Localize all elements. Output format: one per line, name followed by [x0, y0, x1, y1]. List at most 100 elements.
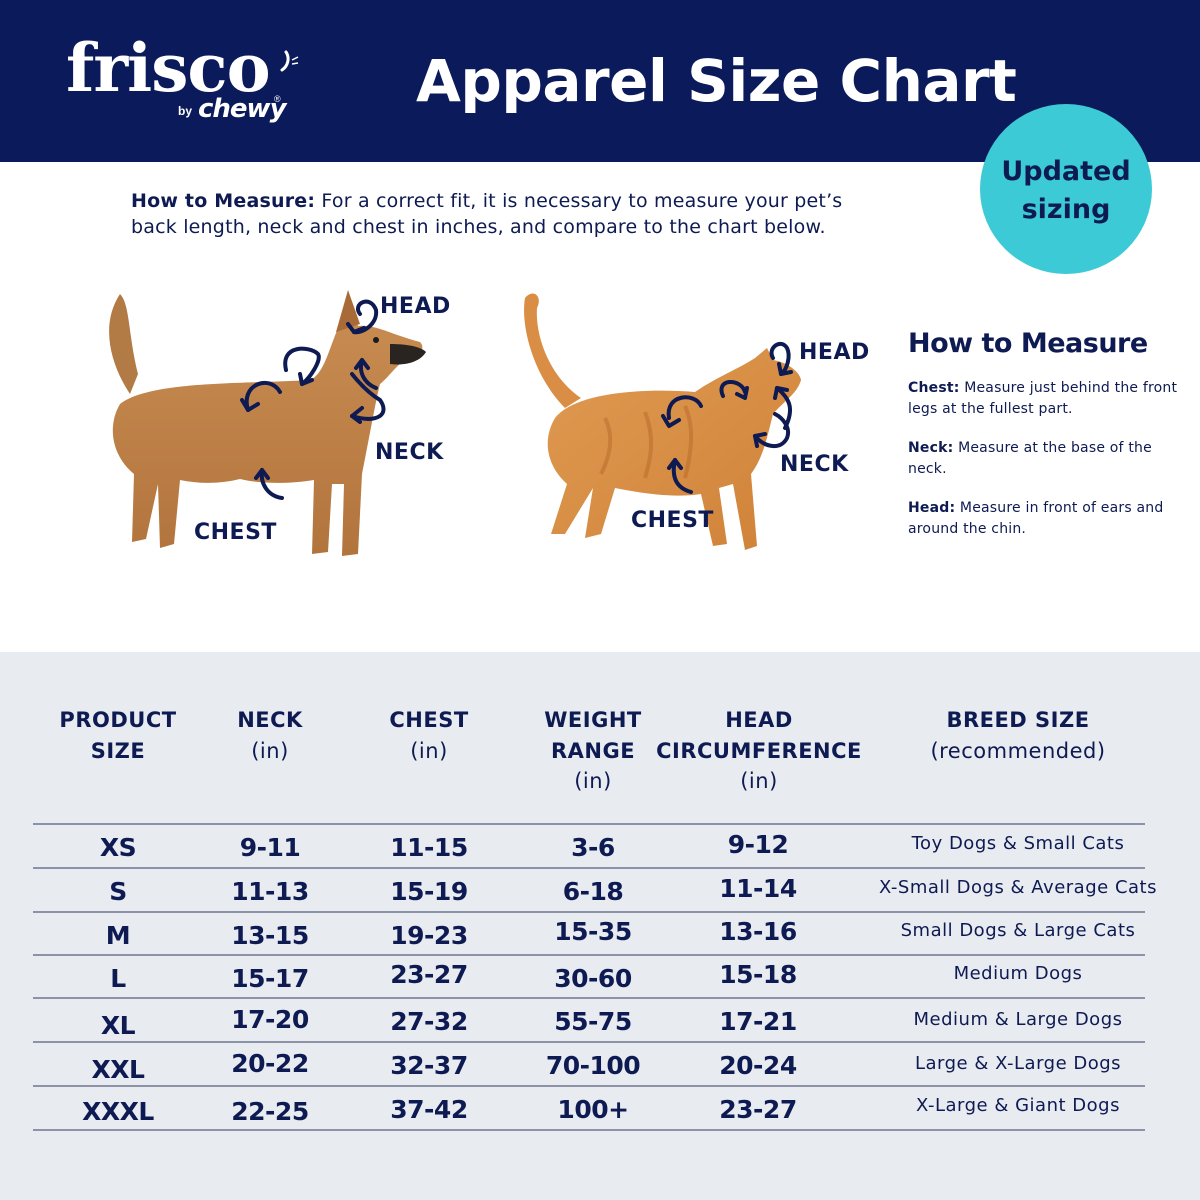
logo-swoosh-icon: [280, 50, 299, 72]
cell-weight: 55-75: [554, 1007, 632, 1036]
table-row: XXXL 22-25 37-42 100+ 23-27 X-Large & Gi…: [0, 1088, 1200, 1131]
cell-size: S: [109, 877, 127, 906]
cell-size: L: [110, 964, 126, 993]
cell-weight: 3-6: [571, 833, 615, 862]
dog-chest-label: CHEST: [194, 520, 277, 545]
header-breed-size: BREED SIZE (recommended): [930, 708, 1106, 763]
cell-neck: 22-25: [231, 1097, 309, 1126]
cell-chest: 15-19: [390, 877, 468, 906]
cell-weight: 70-100: [545, 1051, 641, 1080]
updated-sizing-badge: Updated sizing: [980, 104, 1152, 274]
cell-breed: X-Small Dogs & Average Cats: [879, 877, 1157, 898]
cell-weight: 100+: [557, 1095, 629, 1124]
cell-breed: Medium Dogs: [953, 963, 1083, 984]
cell-neck: 15-17: [231, 964, 309, 993]
cell-chest: 37-42: [390, 1095, 468, 1124]
measure-tip-text: Measure at the base of the neck.: [908, 440, 1152, 477]
cell-neck: 9-11: [239, 833, 301, 862]
cell-head: 20-24: [719, 1051, 797, 1080]
cell-size: XXL: [91, 1055, 145, 1084]
frisco-logo: frisco ® by chewy: [66, 28, 306, 138]
cell-breed: Large & X-Large Dogs: [914, 1053, 1122, 1074]
cell-breed: X-Large & Giant Dogs: [916, 1095, 1120, 1116]
intro-line-1: For a correct fit, it is necessary to me…: [315, 190, 843, 212]
page-title: Apparel Size Chart: [416, 47, 1017, 115]
cell-head: 23-27: [719, 1095, 797, 1124]
header-banner: frisco ® by chewy Apparel Size Chart: [0, 0, 1200, 162]
table-row: XL 17-20 27-32 55-75 17-21 Medium & Larg…: [0, 1000, 1200, 1043]
cell-size: XS: [99, 833, 137, 862]
size-table: PRODUCT SIZE NECK (in) CHEST (in) WEIGHT…: [0, 652, 1200, 1200]
table-divider: [33, 867, 1145, 869]
header-neck: NECK (in): [237, 708, 303, 763]
cell-chest: 27-32: [390, 1007, 468, 1036]
cell-head: 11-14: [719, 874, 797, 903]
how-to-measure-title: How to Measure: [908, 328, 1148, 359]
measure-tip-text: Measure in front of ears and around the …: [908, 500, 1164, 537]
table-row: L 15-17 23-27 30-60 15-18 Medium Dogs: [0, 957, 1200, 1000]
cell-breed: Small Dogs & Large Cats: [900, 920, 1136, 941]
header-product-size: PRODUCT SIZE: [59, 708, 177, 763]
measure-tip-label: Head:: [908, 500, 956, 516]
cell-breed: Medium & Large Dogs: [913, 1009, 1123, 1030]
cat-head-label: HEAD: [799, 340, 870, 365]
measure-tip-head: Head: Measure in front of ears and aroun…: [908, 498, 1178, 539]
cat-chest-label: CHEST: [631, 508, 714, 533]
cell-chest: 32-37: [390, 1051, 468, 1080]
logo-chewy: chewy: [198, 94, 287, 124]
header-head-circumference: HEAD CIRCUMFERENCE (in): [656, 708, 862, 793]
dog-measurement-figure: HEAD NECK CHEST: [90, 284, 450, 574]
cat-illustration-icon: [524, 293, 801, 550]
logo-wordmark: frisco: [66, 29, 271, 107]
table-divider: [33, 911, 1145, 913]
cell-neck: 13-15: [231, 921, 309, 950]
measure-tip-neck: Neck: Measure at the base of the neck.: [908, 438, 1178, 479]
dog-neck-label: NECK: [375, 440, 444, 465]
cat-neck-label: NECK: [780, 452, 849, 477]
measure-tip-text: Measure just behind the front legs at th…: [908, 380, 1178, 417]
cell-size: M: [105, 921, 131, 950]
table-divider: [33, 1085, 1145, 1087]
intro-bold-label: How to Measure:: [131, 190, 316, 212]
table-divider: [33, 997, 1145, 999]
cell-head: 9-12: [727, 830, 789, 859]
cell-head: 15-18: [719, 960, 797, 989]
cell-breed: Toy Dogs & Small Cats: [911, 833, 1125, 854]
cell-weight: 6-18: [562, 877, 624, 906]
cell-head: 13-16: [719, 917, 797, 946]
table-divider: [33, 1129, 1145, 1131]
cell-neck: 20-22: [231, 1049, 309, 1078]
table-divider: [33, 954, 1145, 956]
registered-mark: ®: [274, 94, 281, 104]
intro-instructions: How to Measure: For a correct fit, it is…: [131, 188, 971, 240]
badge-line-1: Updated: [1001, 156, 1131, 187]
measure-tip-chest: Chest: Measure just behind the front leg…: [908, 378, 1178, 419]
cell-weight: 15-35: [554, 917, 632, 946]
cell-chest: 23-27: [390, 960, 468, 989]
dog-head-label: HEAD: [380, 294, 451, 319]
table-row: XXL 20-22 32-37 70-100 20-24 Large & X-L…: [0, 1044, 1200, 1087]
table-divider: [33, 1041, 1145, 1043]
header-weight-range: WEIGHT RANGE (in): [544, 708, 642, 793]
cat-measurement-figure: HEAD NECK CHEST: [505, 288, 869, 560]
cell-chest: 11-15: [390, 833, 468, 862]
cell-weight: 30-60: [554, 964, 632, 993]
table-divider: [33, 823, 1145, 825]
badge-line-2: sizing: [1021, 194, 1111, 225]
table-row: XS 9-11 11-15 3-6 9-12 Toy Dogs & Small …: [0, 826, 1200, 869]
cell-size: XL: [100, 1011, 136, 1040]
cell-head: 17-21: [719, 1007, 797, 1036]
measure-tip-label: Neck:: [908, 440, 954, 456]
measure-tip-label: Chest:: [908, 380, 960, 396]
cell-chest: 19-23: [390, 921, 468, 950]
table-row: S 11-13 15-19 6-18 11-14 X-Small Dogs & …: [0, 870, 1200, 913]
cell-neck: 11-13: [231, 877, 309, 906]
table-row: M 13-15 19-23 15-35 13-16 Small Dogs & L…: [0, 914, 1200, 957]
logo-by: by: [178, 104, 193, 118]
how-to-measure-panel: How to Measure Chest: Measure just behin…: [908, 326, 1178, 558]
intro-line-2: back length, neck and chest in inches, a…: [131, 216, 826, 238]
dog-illustration-icon: [109, 290, 426, 556]
cell-size: XXXL: [82, 1097, 154, 1126]
cell-neck: 17-20: [231, 1005, 309, 1034]
header-chest: CHEST (in): [389, 708, 469, 763]
